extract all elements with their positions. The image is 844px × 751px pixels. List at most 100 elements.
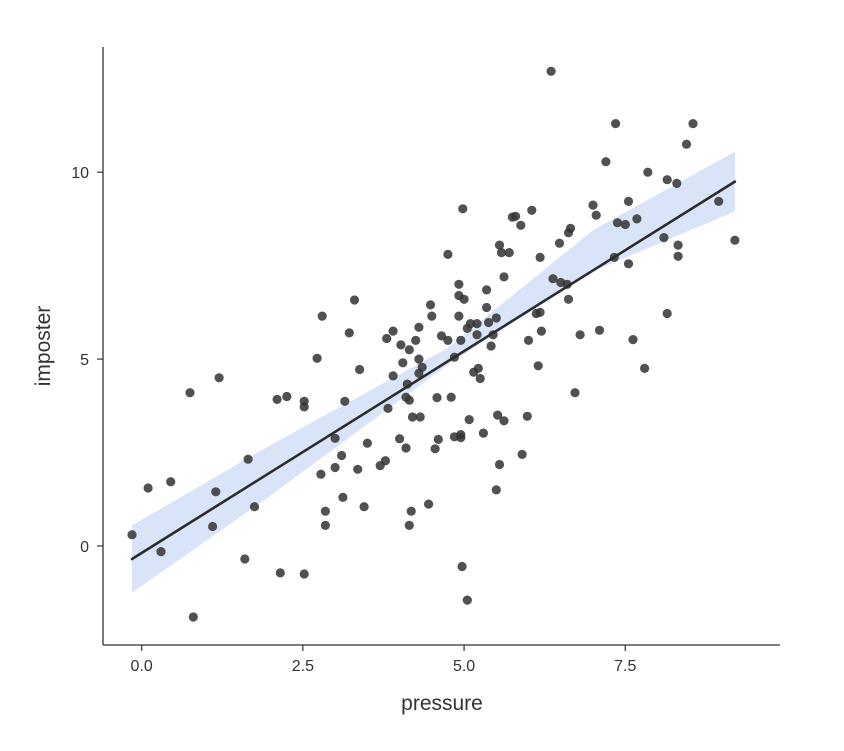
data-point — [533, 361, 543, 371]
data-point — [240, 554, 250, 564]
data-point — [464, 415, 474, 425]
data-point — [446, 392, 456, 402]
data-point — [396, 340, 406, 350]
data-point — [714, 196, 724, 206]
data-point — [640, 363, 650, 373]
data-point — [380, 456, 390, 466]
data-point — [672, 178, 682, 188]
data-point — [499, 272, 509, 282]
data-point — [494, 459, 505, 470]
data-point — [415, 412, 425, 422]
data-point — [681, 139, 692, 149]
data-point — [338, 492, 348, 502]
data-point — [433, 434, 443, 444]
data-point — [601, 157, 611, 167]
data-point — [475, 373, 485, 384]
data-point — [535, 307, 545, 317]
data-point — [211, 487, 221, 497]
data-point — [491, 485, 501, 495]
data-point — [482, 302, 492, 313]
data-point — [275, 568, 285, 578]
data-point — [493, 410, 503, 420]
points-layer — [127, 66, 740, 622]
data-point — [623, 259, 634, 269]
data-point — [382, 333, 392, 344]
data-point — [565, 223, 576, 233]
data-point — [523, 335, 534, 345]
ticks-layer: 0.0 2.5 5.0 7.5 0 5 10 — [71, 165, 636, 675]
data-point — [353, 464, 363, 474]
data-point — [594, 325, 605, 335]
data-point — [612, 218, 623, 228]
data-point — [320, 506, 330, 516]
data-point — [457, 561, 467, 572]
data-point — [127, 530, 137, 540]
data-point — [454, 311, 464, 321]
data-point — [465, 319, 476, 329]
data-point — [272, 394, 282, 404]
data-point — [575, 330, 585, 340]
y-tick-label: 10 — [71, 165, 89, 182]
data-point — [166, 477, 176, 487]
data-point — [548, 274, 558, 284]
data-point — [484, 317, 494, 328]
data-point — [406, 506, 416, 516]
data-point — [443, 335, 453, 345]
data-point — [362, 438, 372, 448]
data-point — [522, 411, 532, 421]
confidence-band-layer — [132, 151, 735, 593]
data-point — [401, 443, 411, 453]
data-point — [472, 330, 482, 340]
data-point — [535, 252, 545, 262]
data-point — [185, 388, 195, 398]
data-point — [673, 240, 683, 250]
data-point — [383, 403, 393, 413]
data-point — [330, 462, 340, 473]
data-point — [398, 358, 408, 368]
data-point — [414, 354, 424, 364]
data-point — [156, 547, 166, 557]
x-tick-label: 7.5 — [614, 658, 636, 675]
data-point — [188, 612, 198, 622]
data-point — [623, 196, 634, 206]
data-point — [688, 119, 698, 129]
x-tick-label: 0.0 — [131, 658, 153, 675]
data-point — [395, 434, 405, 444]
data-point — [632, 214, 642, 224]
data-point — [411, 335, 421, 345]
data-point — [456, 335, 466, 345]
data-point — [443, 249, 453, 259]
data-point — [517, 449, 527, 459]
data-point — [404, 520, 414, 531]
data-point — [299, 396, 309, 406]
data-point — [472, 319, 482, 329]
data-point — [424, 499, 434, 509]
data-point — [355, 364, 365, 375]
data-point — [330, 433, 340, 443]
data-point — [643, 167, 653, 177]
data-point — [249, 502, 260, 512]
data-point — [359, 502, 369, 512]
data-point — [458, 204, 468, 214]
data-point — [414, 322, 424, 332]
fit-line-layer — [130, 180, 737, 561]
data-point — [430, 444, 440, 454]
data-point — [407, 412, 418, 422]
data-point — [454, 279, 464, 289]
y-tick-label: 0 — [80, 539, 89, 556]
data-point — [494, 240, 505, 250]
data-point — [417, 362, 427, 372]
data-point — [491, 313, 501, 323]
data-point — [554, 238, 565, 248]
data-point — [456, 433, 466, 443]
data-point — [536, 326, 547, 336]
y-axis-title: imposter — [32, 306, 55, 387]
data-point — [404, 345, 414, 355]
data-point — [482, 285, 492, 295]
x-tick-label: 2.5 — [292, 658, 314, 675]
data-point — [473, 363, 483, 373]
data-point — [317, 311, 327, 321]
data-point — [462, 595, 472, 605]
